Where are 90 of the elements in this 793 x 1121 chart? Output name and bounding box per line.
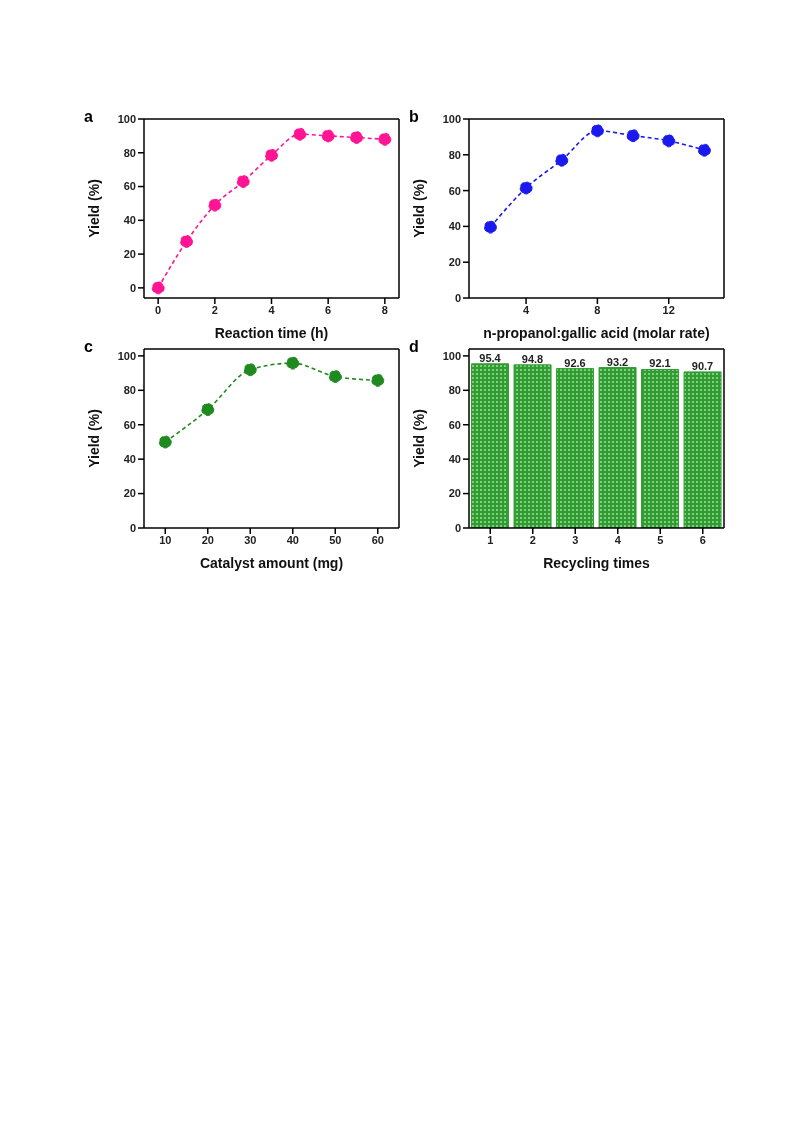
- point: [180, 234, 193, 248]
- point: [697, 143, 711, 157]
- point: [321, 129, 335, 143]
- data-label: 94.8: [521, 352, 544, 365]
- data-label: 92.6: [564, 356, 586, 369]
- point: [158, 435, 172, 449]
- y-tick-label: 40: [123, 214, 136, 227]
- y-tick-label: 80: [448, 148, 461, 161]
- x-tick-label: 6: [325, 303, 332, 316]
- point: [626, 129, 640, 143]
- point: [286, 356, 300, 370]
- point: [201, 403, 215, 417]
- x-tick-label: 12: [662, 303, 675, 316]
- point: [293, 127, 307, 141]
- y-tick-label: 20: [448, 256, 461, 269]
- x-tick-label: 60: [371, 533, 384, 546]
- point: [555, 153, 569, 167]
- bar: [513, 364, 552, 528]
- point: [151, 281, 165, 295]
- x-axis-title: Reaction time (h): [214, 325, 329, 341]
- y-tick-label: 0: [129, 281, 136, 294]
- y-tick-label: 20: [123, 487, 136, 500]
- y-axis-title: Yield (%): [85, 179, 102, 238]
- y-tick-label: 80: [123, 384, 136, 397]
- x-tick-label: 8: [594, 303, 601, 316]
- y-tick-label: 40: [448, 220, 461, 233]
- bar: [641, 368, 680, 528]
- y-axis-title: Yield (%): [410, 179, 427, 238]
- y-tick-label: 0: [129, 521, 136, 534]
- y-axis-title: Yield (%): [85, 409, 102, 468]
- point: [483, 220, 497, 234]
- point: [236, 174, 250, 188]
- x-axis-title: Recycling times: [543, 555, 651, 571]
- x-tick-label: 30: [244, 533, 257, 546]
- x-tick-label: 50: [329, 533, 342, 546]
- point: [328, 370, 342, 384]
- data-label: 95.4: [479, 351, 502, 364]
- point: [590, 124, 604, 138]
- x-tick-label: 10: [159, 533, 172, 546]
- x-tick-label: 5: [657, 533, 664, 546]
- point: [519, 181, 533, 195]
- point: [243, 363, 257, 377]
- x-tick-label: 8: [381, 303, 388, 316]
- y-tick-label: 60: [123, 418, 136, 431]
- y-tick-label: 0: [454, 291, 461, 304]
- y-tick-label: 100: [442, 112, 461, 125]
- y-tick-label: 100: [442, 349, 461, 362]
- point: [350, 131, 363, 145]
- x-tick-label: 2: [211, 303, 218, 316]
- y-tick-label: 80: [448, 384, 461, 397]
- x-tick-label: 6: [699, 533, 706, 546]
- x-tick-label: 1: [487, 533, 494, 546]
- x-tick-label: 4: [523, 303, 530, 316]
- bar: [471, 363, 510, 528]
- data-label: 93.2: [606, 355, 629, 368]
- y-tick-label: 0: [454, 521, 461, 534]
- bar: [556, 368, 595, 528]
- x-tick-label: 20: [201, 533, 214, 546]
- y-tick-label: 60: [448, 184, 461, 197]
- chart-title: a: [84, 108, 93, 126]
- x-tick-label: 2: [529, 533, 536, 546]
- point: [208, 198, 222, 212]
- y-tick-label: 80: [123, 146, 136, 159]
- x-tick-label: 4: [614, 533, 622, 546]
- y-tick-label: 60: [448, 418, 461, 431]
- point: [378, 132, 392, 146]
- x-axis-title: n-propanol:gallic acid (molar rate): [483, 325, 710, 341]
- x-tick-label: 4: [268, 303, 276, 316]
- y-tick-label: 20: [448, 487, 461, 500]
- y-tick-label: 60: [123, 180, 136, 193]
- y-axis-title: Yield (%): [410, 409, 427, 468]
- x-tick-label: 0: [155, 303, 162, 316]
- y-tick-label: 40: [123, 453, 136, 466]
- chart-title: b: [409, 108, 419, 126]
- x-tick-label: 3: [572, 533, 579, 546]
- data-label: 92.1: [649, 357, 671, 370]
- chart-title: d: [409, 338, 419, 356]
- bar: [683, 371, 722, 528]
- y-tick-label: 100: [117, 112, 136, 125]
- x-axis-title: Catalyst amount (mg): [199, 555, 344, 571]
- point: [265, 148, 278, 162]
- data-label: 90.7: [691, 359, 714, 372]
- point: [371, 373, 385, 387]
- y-tick-label: 100: [117, 349, 136, 362]
- point: [662, 134, 676, 148]
- y-tick-label: 20: [123, 248, 136, 260]
- chart-title: c: [84, 338, 93, 356]
- bar: [598, 367, 637, 528]
- x-tick-label: 40: [286, 533, 299, 546]
- y-tick-label: 40: [448, 453, 461, 466]
